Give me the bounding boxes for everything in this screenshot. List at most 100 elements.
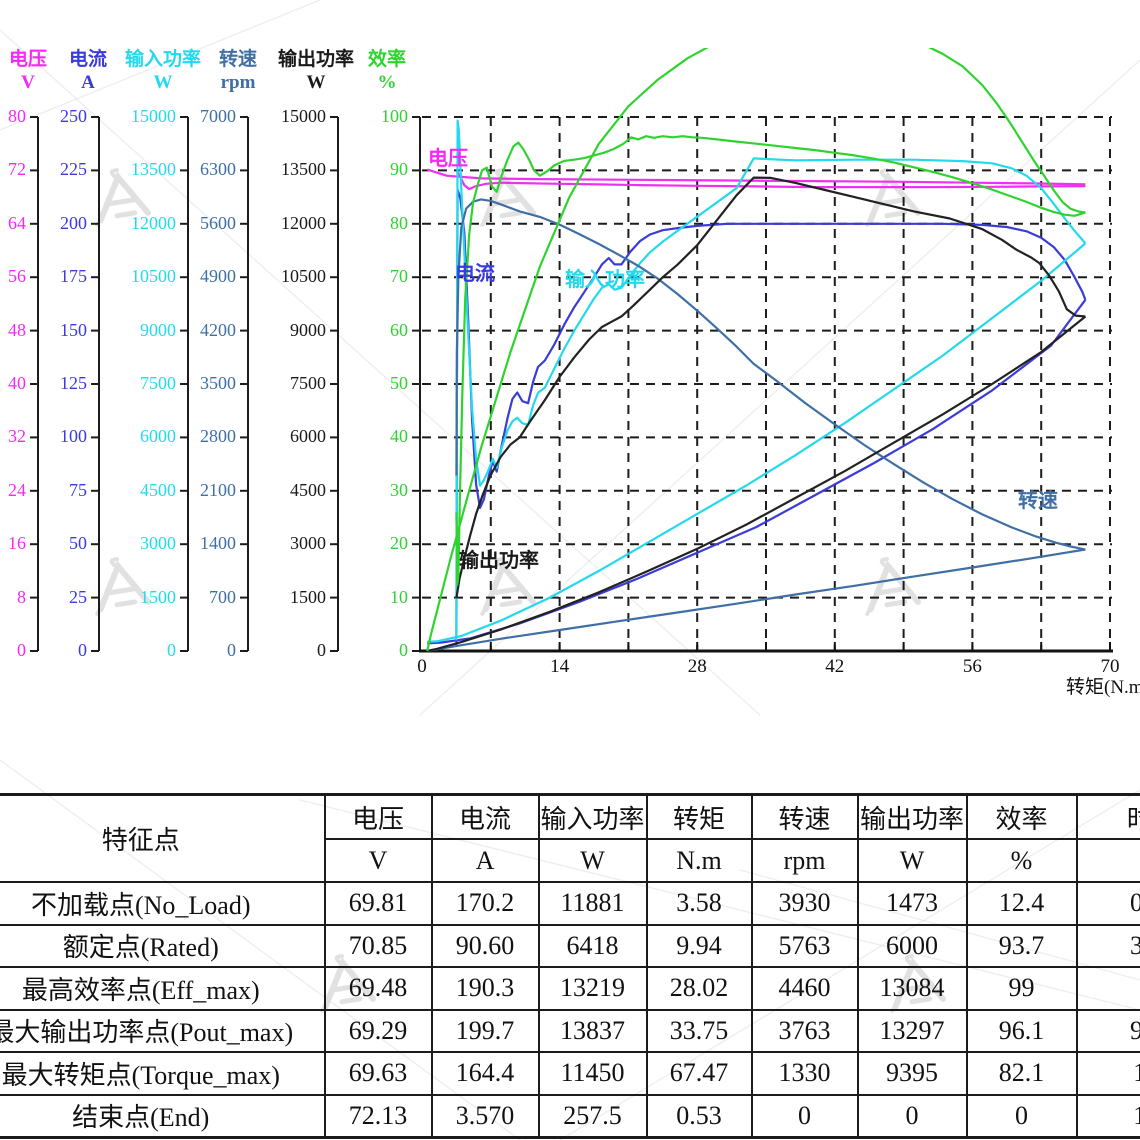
axis-tick-value-input-power: 1500 xyxy=(140,586,176,607)
axis-tick-value-input-power: 3000 xyxy=(140,533,176,554)
row-value: 93.7 xyxy=(965,923,1078,968)
table-header-unit: W xyxy=(856,838,968,883)
axis-tick-value-output-power: 6000 xyxy=(290,426,326,447)
row-label: 结束点(End) xyxy=(0,1093,326,1139)
row-value: 3930 xyxy=(750,881,859,926)
row-value: 3.570 xyxy=(430,1093,540,1139)
row-value: 3.58 xyxy=(645,881,753,926)
axis-tick-value-input-power: 10500 xyxy=(131,266,176,287)
axis-tick-value-output-power: 12000 xyxy=(281,212,326,233)
row-value: 5763 xyxy=(750,923,859,968)
watermark-diagonal-line xyxy=(419,59,1140,716)
row-value: 69.29 xyxy=(323,1008,433,1053)
axis-tick-value-current: 50 xyxy=(69,533,87,554)
row-value: 257.5 xyxy=(537,1093,648,1139)
axis-tick-value-efficiency: 80 xyxy=(390,212,408,233)
axis-tick-value-input-power: 0 xyxy=(167,640,176,660)
table-row: 最大输出功率点(Pout_max) 69.29 199.7 13837 33.75 376… xyxy=(0,1008,1140,1053)
axis-tick-value-input-power: 7500 xyxy=(140,373,176,393)
axis-tick-value-current: 175 xyxy=(60,266,87,287)
axis-title-input-power: 输入功率 xyxy=(124,49,202,70)
row-value: 3763 xyxy=(750,1008,859,1053)
axis-tick-value-speed: 4900 xyxy=(200,266,236,287)
curve-speed_forward xyxy=(455,198,1086,551)
axis-tick-value-speed: 2800 xyxy=(200,426,236,447)
row-value: 0 xyxy=(750,1093,859,1139)
axis-tick-value-input-power: 12000 xyxy=(131,212,176,233)
axis-tick-value-current: 100 xyxy=(60,426,87,447)
axis-tick-value-efficiency: 0 xyxy=(399,640,408,660)
axis-unit-current: A xyxy=(81,72,95,93)
curve-label-current: 电流 xyxy=(455,263,495,285)
row-value: 76 xyxy=(1075,966,1140,1011)
table-header-unit: S xyxy=(1075,838,1140,883)
row-value: 69.81 xyxy=(323,881,433,926)
axis-tick-value-voltage: 56 xyxy=(8,266,26,287)
curve-eff_return xyxy=(426,48,1086,652)
curve-voltage_return xyxy=(426,168,1086,186)
axis-tick-value-voltage: 0 xyxy=(17,640,26,660)
row-value: 70.85 xyxy=(323,923,433,968)
row-value: 6418 xyxy=(537,923,648,968)
axis-tick-value-voltage: 32 xyxy=(8,426,26,447)
curve-speed_return xyxy=(427,548,1086,653)
table-corner-header: 特征点 xyxy=(0,793,326,883)
curve-label-input-power: 输入功率 xyxy=(565,269,645,291)
axis-tick-value-current: 75 xyxy=(69,479,87,500)
axis-tick-value-output-power: 15000 xyxy=(281,106,326,126)
axis-tick-value-output-power: 13500 xyxy=(281,159,326,180)
x-tick-label-42: 42 xyxy=(825,656,845,677)
row-value: 13219 xyxy=(537,966,648,1011)
row-value: 0 xyxy=(856,1093,968,1139)
watermark-logo xyxy=(865,557,921,616)
row-value: 151 xyxy=(1075,1051,1140,1096)
axis-tick-value-output-power: 3000 xyxy=(290,533,326,554)
table-header-unit: W xyxy=(537,838,648,883)
axis-tick-value-speed: 7000 xyxy=(200,106,236,126)
curve-label-voltage: 电压 xyxy=(428,148,468,170)
axis-tick-value-speed: 5600 xyxy=(200,212,236,233)
left-axes-layer xyxy=(30,116,421,652)
row-value: 11450 xyxy=(537,1051,648,1096)
axis-tick-value-current: 150 xyxy=(60,319,87,340)
curve-current_forward xyxy=(455,188,1087,647)
row-value: 91.0 xyxy=(1075,1008,1140,1053)
table-header-quantity: 转速 xyxy=(750,793,859,840)
axis-tick-value-current: 250 xyxy=(60,106,87,126)
axis-tick-value-input-power: 15000 xyxy=(131,106,176,126)
x-tick-label-70: 70 xyxy=(1100,656,1120,677)
row-label: 最高效率点(Eff_max) xyxy=(0,966,326,1011)
row-value: 13837 xyxy=(537,1008,648,1053)
table-header-quantity: 时间 xyxy=(1075,793,1140,840)
table-header-quantity: 效率 xyxy=(965,793,1078,840)
axis-tick-value-output-power: 9000 xyxy=(290,319,326,340)
x-tick-label-0: 0 xyxy=(417,656,427,677)
axis-tick-value-output-power: 0 xyxy=(317,640,326,660)
axis-tick-value-voltage: 40 xyxy=(8,373,26,393)
characteristic-points-table: 特征点电压电流输入功率转矩转速输出功率效率时间VAWN.mrpmW%S不加载点(… xyxy=(0,793,1140,1139)
table-header-unit: V xyxy=(323,838,433,883)
axis-tick-value-voltage: 48 xyxy=(8,319,26,340)
axis-tick-value-efficiency: 10 xyxy=(390,586,408,607)
axis-tick-value-output-power: 1500 xyxy=(290,586,326,607)
x-axis-title: 转矩(N.m) xyxy=(1066,677,1140,698)
row-value: 1473 xyxy=(856,881,968,926)
axis-title-speed: 转速 xyxy=(218,49,258,70)
axis-tick-value-input-power: 4500 xyxy=(140,479,176,500)
axis-tick-value-efficiency: 30 xyxy=(390,479,408,500)
axis-tick-value-efficiency: 50 xyxy=(390,373,408,393)
row-value: 4460 xyxy=(750,966,859,1011)
x-tick-label-28: 28 xyxy=(687,656,707,677)
axis-tick-value-input-power: 13500 xyxy=(131,159,176,180)
axis-tick-value-speed: 0 xyxy=(227,640,236,660)
axis-tick-value-voltage: 16 xyxy=(8,533,26,554)
watermark-logo xyxy=(480,168,536,227)
axis-tick-value-efficiency: 60 xyxy=(390,319,408,340)
axis-tick-value-voltage: 80 xyxy=(8,106,26,126)
axis-title-output-power: 输出功率 xyxy=(277,49,355,70)
axis-unit-voltage: V xyxy=(21,72,35,93)
axis-tick-value-speed: 2100 xyxy=(200,479,236,500)
axis-tick-value-speed: 6300 xyxy=(200,159,236,180)
x-axis-layer xyxy=(419,642,1113,653)
